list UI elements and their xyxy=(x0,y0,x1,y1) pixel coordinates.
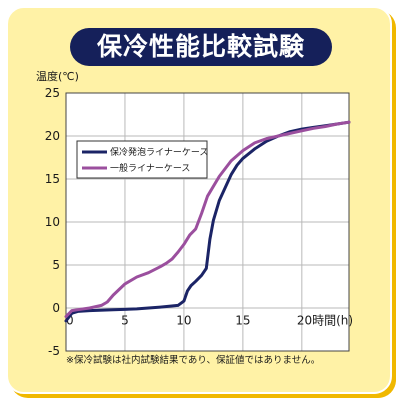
footnote: ※保冷試験は社内試験結果であり、保証値ではありません。 xyxy=(66,355,321,366)
legend: 保冷発泡ライナーケース 一般ライナーケース xyxy=(76,140,208,179)
x-tick-label: 0 xyxy=(66,313,74,327)
y-tick-label: 20 xyxy=(45,129,60,143)
x-tick-label: 10 xyxy=(176,313,191,327)
x-tick-label: 5 xyxy=(121,313,129,327)
y-tick-label: 5 xyxy=(52,258,60,272)
y-tick-label: 25 xyxy=(45,86,60,100)
legend-box xyxy=(76,140,208,179)
plot-border xyxy=(65,92,350,352)
y-tick-label: -5 xyxy=(48,344,60,358)
y-tick-label: 15 xyxy=(45,172,60,186)
x-tick-label: 15 xyxy=(235,313,250,327)
legend-label-standard: 一般ライナーケース xyxy=(110,162,190,174)
series-line-standard xyxy=(64,120,351,319)
series-line-insulated xyxy=(64,120,351,323)
y-tick-label: 0 xyxy=(52,301,60,315)
chart-title: 保冷性能比較試験 xyxy=(70,28,332,66)
y-axis-label: 温度(℃) xyxy=(36,69,79,83)
legend-label-insulated: 保冷発泡ライナーケース xyxy=(110,146,208,158)
x-tick-label: 20時間(h) xyxy=(297,313,353,327)
y-tick-label: 10 xyxy=(45,215,60,229)
